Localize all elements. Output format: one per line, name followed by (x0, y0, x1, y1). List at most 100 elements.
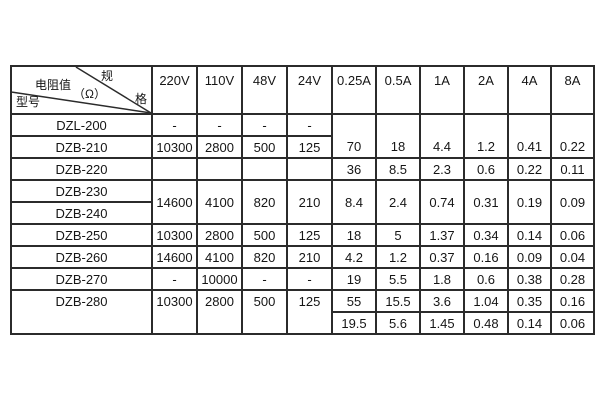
corner-label-model: 型号 (16, 95, 41, 109)
value-cell: 19.5 (331, 311, 377, 335)
model-cell: DZL-200 (10, 113, 153, 137)
value-cell: 1.37 (419, 223, 465, 247)
value-cell: 500 (241, 223, 288, 247)
value-cell: - (151, 113, 198, 137)
col-header-24v: 24V (286, 65, 333, 115)
value-cell: 14600 (151, 179, 198, 225)
value-cell: 4.4 (419, 113, 465, 159)
value-cell: 70 (331, 113, 377, 159)
value-cell: 2800 (196, 289, 243, 335)
value-cell: 0.06 (550, 311, 595, 335)
corner-cell: 规 格 电阻值 （Ω） 型号 (10, 65, 153, 115)
value-cell: 125 (286, 135, 333, 159)
value-cell: 1.8 (419, 267, 465, 291)
value-cell: 15.5 (375, 289, 421, 313)
value-cell: 0.14 (507, 223, 552, 247)
row-dzb-210: DZB-210 10300 2800 500 125 (10, 135, 594, 159)
value-cell: 8.5 (375, 157, 421, 181)
value-cell: 0.41 (507, 113, 552, 159)
row-dzb-230: DZB-230 14600 4100 820 210 8.4 2.4 0.74 … (10, 179, 595, 225)
value-cell: 2.3 (419, 157, 465, 181)
value-cell: 8.4 (331, 179, 377, 225)
value-cell: 0.74 (419, 179, 465, 225)
value-cell (286, 157, 333, 181)
value-cell: 500 (241, 135, 288, 159)
value-cell: - (241, 267, 288, 291)
value-cell: 1.2 (463, 113, 509, 159)
value-cell: 10300 (151, 135, 198, 159)
value-cell: 4100 (196, 179, 243, 225)
value-cell: 0.04 (550, 245, 595, 269)
value-cell: 4100 (196, 245, 243, 269)
value-cell: 2800 (196, 223, 243, 247)
value-cell: 14600 (151, 245, 198, 269)
value-cell: 0.09 (507, 245, 552, 269)
value-cell: 0.16 (550, 289, 595, 313)
value-cell: 18 (331, 223, 377, 247)
value-cell: 0.28 (550, 267, 595, 291)
value-cell: 10300 (151, 289, 198, 335)
value-cell: 2800 (196, 135, 243, 159)
model-cell: DZB-210 (10, 135, 153, 159)
value-cell: 5.6 (375, 311, 421, 335)
value-cell: 1.2 (375, 245, 421, 269)
value-cell: 500 (241, 289, 288, 335)
value-cell: 5.5 (375, 267, 421, 291)
value-cell: 210 (286, 245, 333, 269)
col-header-8a: 8A (550, 65, 595, 115)
value-cell: 820 (241, 179, 288, 225)
model-cell: DZB-220 (10, 157, 153, 181)
value-cell: - (286, 267, 333, 291)
value-cell (196, 157, 243, 181)
row-dzb-280-b: 19.5 5.6 1.45 0.48 0.14 0.06 (11, 311, 595, 335)
value-cell: 3.6 (419, 289, 465, 313)
header-row: 规 格 电阻值 （Ω） 型号 220V 110V 48V 24V 0.25A 0… (10, 65, 595, 115)
value-cell: 0.06 (550, 223, 595, 247)
col-header-48v: 48V (241, 65, 288, 115)
row-dzb-240: DZB-240 (10, 201, 594, 225)
col-header-4a: 4A (507, 65, 552, 115)
model-cell: DZB-240 (10, 201, 153, 225)
value-cell: 18 (375, 113, 421, 159)
corner-label-spec-char1: 规 (101, 69, 114, 83)
value-cell: 0.34 (463, 223, 509, 247)
value-cell: 19 (331, 267, 377, 291)
model-cell: DZB-230 (10, 179, 153, 203)
value-cell: 5 (375, 223, 421, 247)
corner-label-spec-char2: 格 (135, 92, 148, 106)
corner-label-resistance-unit: （Ω） (73, 87, 106, 101)
col-header-110v: 110V (196, 65, 243, 115)
value-cell: 2.4 (375, 179, 421, 225)
value-cell: 0.09 (550, 179, 595, 225)
value-cell (151, 157, 198, 181)
value-cell: 0.19 (507, 179, 552, 225)
model-cell: DZB-270 (10, 267, 153, 291)
row-dzb-260: DZB-260 14600 4100 820 210 4.2 1.2 0.37 … (10, 245, 595, 269)
row-dzb-270: DZB-270 - 10000 - - 19 5.5 1.8 0.6 0.38 … (10, 267, 595, 291)
value-cell: 0.38 (507, 267, 552, 291)
value-cell: 0.6 (463, 267, 509, 291)
model-cell: DZB-250 (10, 223, 153, 247)
value-cell: 36 (331, 157, 377, 181)
value-cell: 55 (331, 289, 377, 313)
value-cell: 210 (286, 179, 333, 225)
col-header-0-25a: 0.25A (331, 65, 377, 115)
value-cell: 0.48 (463, 311, 509, 335)
row-dzl-200: DZL-200 - - - - 70 18 4.4 1.2 0.41 0.22 (10, 113, 595, 159)
row-dzb-280: DZB-280 10300 2800 500 125 55 15.5 3.6 1… (10, 289, 595, 335)
value-cell: 10000 (196, 267, 243, 291)
value-cell: - (151, 267, 198, 291)
corner-label-resistance: 电阻值 (35, 78, 72, 92)
value-cell: 0.22 (550, 113, 595, 159)
row-dzb-250: DZB-250 10300 2800 500 125 18 5 1.37 0.3… (10, 223, 595, 247)
value-cell: 10300 (151, 223, 198, 247)
value-cell (241, 157, 288, 181)
value-cell: 0.16 (463, 245, 509, 269)
value-cell: - (241, 113, 288, 137)
value-cell: 1.45 (419, 311, 465, 335)
model-cell: DZB-260 (10, 245, 153, 269)
value-cell: - (196, 113, 243, 137)
value-cell: 0.14 (507, 311, 552, 335)
value-cell: 820 (241, 245, 288, 269)
